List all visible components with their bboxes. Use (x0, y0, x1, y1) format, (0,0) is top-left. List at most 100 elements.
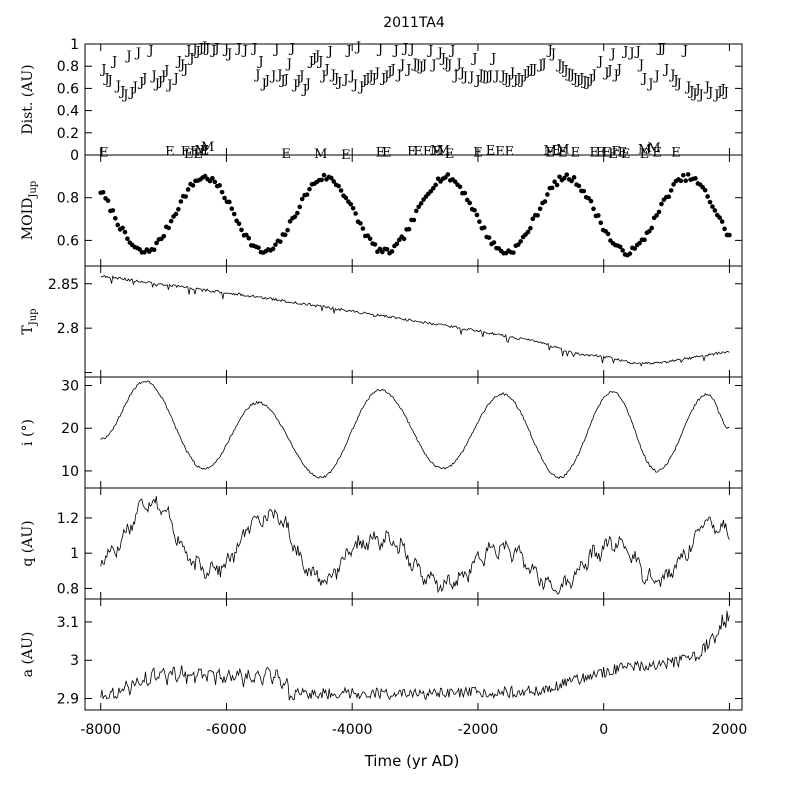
marker-J: J (128, 86, 135, 101)
marker-M: M (638, 142, 651, 157)
marker-M: M (647, 141, 660, 156)
series-line-q (100, 496, 730, 595)
marker-J: J (398, 58, 405, 73)
moid-point (377, 246, 383, 252)
marker-J: J (637, 58, 644, 73)
marker-J: J (140, 71, 147, 86)
moid-point (710, 204, 715, 209)
marker-J: J (524, 65, 531, 80)
x-axis-label: Time (yr AD) (364, 752, 460, 770)
marker-J: J (558, 60, 565, 75)
y-tick-label: 2.8 (57, 321, 79, 337)
y-tick-label: 20 (61, 421, 79, 437)
marker-J: J (511, 74, 518, 89)
moid-point (576, 183, 582, 189)
y-tick-label: 0.6 (57, 233, 79, 249)
moid-point (350, 205, 356, 211)
moid-point (319, 177, 324, 183)
marker-J: J (272, 42, 279, 57)
marker-E: E (473, 146, 483, 161)
marker-J: J (646, 77, 653, 92)
marker-J: J (175, 55, 182, 70)
moid-point (231, 211, 237, 217)
marker-J: J (690, 87, 697, 102)
moid-point (511, 250, 516, 255)
marker-J: J (483, 70, 490, 85)
marker-J: J (640, 71, 647, 86)
y-axis-label-dist: Dist. (AU) (20, 64, 36, 134)
marker-J: J (675, 77, 682, 92)
moid-point (190, 183, 196, 188)
moid-point (705, 194, 710, 199)
moid-point (100, 189, 106, 195)
x-tick-label: -2000 (458, 722, 499, 738)
marker-J: J (278, 74, 285, 89)
moid-point (331, 179, 337, 184)
chart-title: 2011TA4 (383, 15, 445, 31)
marker-J: J (203, 41, 210, 56)
marker-J: J (332, 71, 339, 86)
marker-J: J (304, 77, 311, 92)
marker-J: J (473, 74, 480, 89)
moid-point (367, 236, 373, 242)
moid-point (285, 227, 290, 233)
panel-tjup: 2.8 2.85 TJup (20, 265, 743, 378)
marker-J: J (549, 47, 556, 62)
marker-J: J (439, 51, 446, 66)
moid-point (396, 237, 402, 243)
marker-J: J (615, 62, 622, 77)
moid-point (297, 204, 303, 210)
moid-point (457, 184, 463, 190)
marker-J: J (250, 41, 257, 56)
moid-point (217, 183, 222, 188)
marker-J: J (313, 49, 320, 64)
marker-J: J (137, 76, 144, 91)
moid-point (161, 233, 167, 239)
moid-point (380, 249, 385, 255)
marker-J: J (414, 58, 421, 73)
moid-point (185, 187, 191, 192)
marker-J: J (99, 62, 106, 77)
marker-J: J (234, 41, 241, 56)
moid-point (467, 200, 472, 206)
marker-E: E (376, 146, 386, 161)
moid-point (154, 240, 159, 246)
moid-point (360, 226, 366, 231)
moid-point (727, 232, 732, 238)
marker-J: J (194, 45, 201, 60)
moid-point (307, 186, 312, 192)
marker-J: J (360, 74, 367, 89)
x-tick-label: -4000 (332, 722, 373, 738)
marker-E: E (612, 145, 622, 160)
marker-J: J (200, 40, 207, 55)
moid-point (321, 172, 327, 178)
marker-J: J (335, 76, 342, 91)
moid-point (671, 182, 676, 187)
marker-J: J (684, 80, 691, 95)
moid-point (693, 176, 698, 181)
moid-point (668, 188, 674, 193)
marker-E: E (184, 147, 194, 162)
marker-J: J (124, 49, 131, 64)
marker-J: J (502, 71, 509, 86)
marker-J: J (310, 51, 317, 66)
marker-E: E (99, 146, 109, 161)
marker-J: J (385, 65, 392, 80)
marker-E: E (281, 147, 291, 162)
marker-J: J (404, 62, 411, 77)
marker-J: J (436, 46, 443, 61)
moid-point (406, 226, 412, 232)
panel-moid: 0.6 0.8 MOIDJup (20, 154, 743, 267)
marker-J: J (370, 71, 377, 86)
marker-E: E (382, 146, 392, 161)
marker-J: J (110, 55, 117, 70)
marker-E: E (652, 146, 662, 161)
moid-point (477, 219, 482, 224)
marker-J: J (159, 69, 166, 84)
y-axis-label-a: a (AU) (20, 632, 36, 678)
moid-point (219, 189, 225, 195)
marker-J: J (388, 62, 395, 77)
moid-point (295, 210, 300, 216)
moid-point (525, 229, 531, 235)
